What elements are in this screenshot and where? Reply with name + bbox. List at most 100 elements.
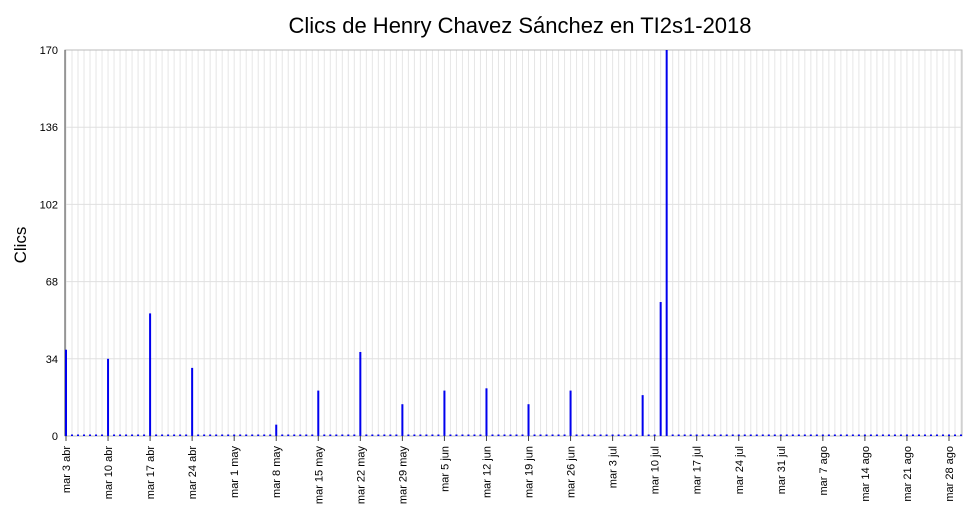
bar [347, 434, 350, 436]
bar [713, 434, 716, 436]
bar [545, 434, 548, 436]
bar [389, 434, 392, 436]
bar [557, 434, 560, 436]
bar [395, 434, 398, 436]
bar [203, 434, 206, 436]
bar [221, 434, 224, 436]
bar [960, 434, 962, 436]
x-tick-label: mar 3 jul [608, 446, 620, 488]
x-tick-label: mar 14 ago [860, 446, 872, 502]
bar [353, 434, 356, 436]
bar [851, 434, 854, 436]
bar [89, 434, 92, 436]
bar [887, 434, 890, 436]
x-tick-label: mar 19 jun [524, 446, 536, 498]
bar [431, 434, 434, 436]
y-tick-label: 0 [52, 431, 58, 443]
bar [857, 434, 860, 436]
bar [287, 434, 290, 436]
bar [563, 434, 566, 436]
bar [767, 434, 770, 436]
bar [227, 434, 230, 436]
bar [689, 434, 692, 436]
x-tick-label: mar 10 abr [103, 446, 115, 500]
bar [509, 434, 512, 436]
bar [95, 434, 98, 436]
bar [539, 434, 542, 436]
chart-title: Clics de Henry Chavez Sánchez en TI2s1-2… [288, 13, 751, 38]
bar [773, 434, 776, 436]
bar [611, 434, 614, 436]
bar [443, 390, 446, 436]
bar [407, 434, 410, 436]
bar [605, 434, 608, 436]
bar [821, 434, 824, 436]
bar [671, 434, 674, 436]
bar [623, 434, 626, 436]
bar [101, 434, 104, 436]
bar [191, 367, 194, 436]
bar [527, 404, 530, 436]
bar [881, 434, 884, 436]
bar [779, 434, 782, 436]
bar [917, 434, 920, 436]
bar [587, 434, 590, 436]
x-tick-label: mar 17 jul [692, 446, 704, 494]
bar [695, 434, 698, 436]
bar [419, 434, 422, 436]
bar [593, 434, 596, 436]
bar [599, 434, 602, 436]
bar [575, 434, 578, 436]
x-tick-label: mar 15 may [313, 446, 325, 505]
bar [341, 434, 344, 436]
x-tick-label: mar 10 jul [650, 446, 662, 494]
bar [239, 434, 242, 436]
bar [785, 434, 788, 436]
bar [569, 390, 572, 436]
bar [65, 349, 67, 436]
bar [731, 434, 734, 436]
bar [941, 434, 944, 436]
bar [299, 434, 302, 436]
bar [257, 434, 260, 436]
bar [143, 434, 146, 436]
x-tick-label: mar 17 abr [145, 446, 157, 500]
bar [413, 434, 416, 436]
bar [701, 434, 704, 436]
bar [461, 434, 464, 436]
plot-frame [64, 49, 963, 437]
bar [437, 434, 440, 436]
bar [215, 434, 218, 436]
bar [869, 434, 872, 436]
bar [311, 434, 314, 436]
bar [809, 434, 812, 436]
bar [629, 434, 632, 436]
bar [737, 434, 740, 436]
bar [515, 434, 518, 436]
bar [533, 434, 536, 436]
bar [791, 434, 794, 436]
bar [281, 434, 284, 436]
bar [131, 434, 134, 436]
x-tick-label: mar 22 may [355, 446, 367, 505]
bar [521, 434, 524, 436]
bar [473, 434, 476, 436]
bar [677, 434, 680, 436]
bar [125, 434, 128, 436]
bar [275, 424, 278, 436]
x-tick-label: mar 31 jul [776, 446, 788, 494]
bar [641, 395, 644, 436]
bar [581, 434, 584, 436]
bar [947, 434, 950, 436]
y-tick-label: 136 [40, 122, 58, 134]
y-tick-label: 34 [46, 354, 58, 366]
bar [233, 434, 236, 436]
x-tick-label: mar 26 jun [566, 446, 578, 498]
bar [929, 434, 932, 436]
bar [263, 434, 266, 436]
bar [371, 434, 374, 436]
bar [137, 434, 140, 436]
x-tick-label: mar 24 jul [734, 446, 746, 494]
bar [503, 434, 506, 436]
x-tick-label: mar 21 ago [902, 446, 914, 502]
